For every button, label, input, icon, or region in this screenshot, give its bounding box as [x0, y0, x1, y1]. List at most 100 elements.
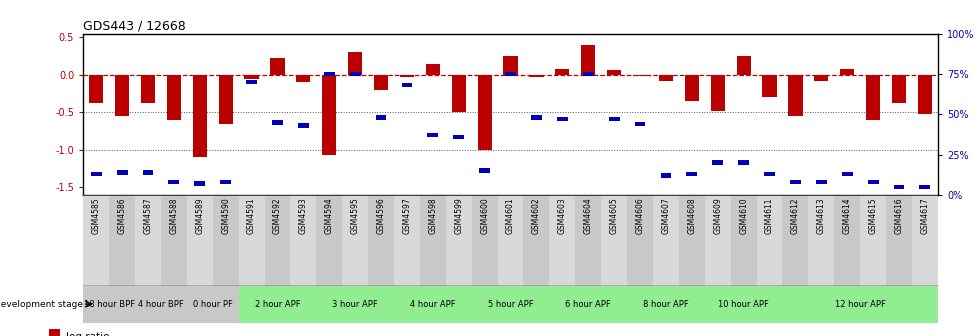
Text: development stage: development stage [0, 300, 82, 308]
Bar [549, 195, 575, 286]
Bar [606, 70, 621, 75]
Bar [582, 72, 593, 76]
Bar [781, 286, 937, 323]
Text: GSM4608: GSM4608 [687, 198, 695, 234]
Text: 12 hour APF: 12 hour APF [834, 300, 885, 308]
Bar [49, 329, 60, 336]
Bar [324, 72, 334, 76]
Bar [478, 168, 490, 173]
Bar [270, 58, 285, 75]
Bar [349, 72, 360, 76]
Bar [710, 75, 724, 111]
Bar [322, 75, 336, 155]
Text: GSM4604: GSM4604 [583, 198, 592, 234]
Text: 6 hour APF: 6 hour APF [564, 300, 610, 308]
Bar [220, 180, 231, 184]
Bar [632, 75, 646, 76]
Bar [549, 286, 627, 323]
Text: GSM4596: GSM4596 [377, 198, 385, 234]
Bar [704, 195, 730, 286]
Bar [316, 286, 393, 323]
Bar [114, 75, 129, 116]
Text: GSM4610: GSM4610 [738, 198, 747, 234]
Bar [556, 117, 567, 121]
Bar [401, 83, 412, 87]
Bar [89, 75, 104, 103]
Bar [503, 56, 517, 75]
Text: GSM4599: GSM4599 [454, 198, 463, 234]
Bar [712, 160, 723, 165]
Bar [471, 195, 497, 286]
Text: GSM4607: GSM4607 [661, 198, 670, 234]
Text: GDS443 / 12668: GDS443 / 12668 [83, 19, 186, 33]
Bar [860, 195, 885, 286]
Text: GSM4589: GSM4589 [195, 198, 204, 234]
Bar [160, 195, 187, 286]
Bar [911, 195, 937, 286]
Bar [627, 195, 652, 286]
Bar [497, 195, 523, 286]
Bar [109, 195, 135, 286]
Bar [116, 170, 127, 175]
Text: GSM4617: GSM4617 [919, 198, 928, 234]
Bar [316, 195, 342, 286]
Text: GSM4603: GSM4603 [557, 198, 566, 234]
Bar [297, 123, 308, 128]
Text: 4 hour BPF: 4 hour BPF [138, 300, 184, 308]
Text: log ratio: log ratio [67, 332, 110, 336]
Bar [264, 195, 290, 286]
Bar [763, 172, 775, 176]
Text: GSM4597: GSM4597 [402, 198, 411, 234]
Text: GSM4593: GSM4593 [298, 198, 307, 234]
Text: GSM4587: GSM4587 [144, 198, 153, 234]
Bar [244, 75, 258, 79]
Bar [347, 52, 362, 75]
Bar [505, 72, 515, 76]
Bar [789, 180, 800, 184]
Bar [814, 75, 827, 81]
Text: 10 hour APF: 10 hour APF [718, 300, 769, 308]
Bar [83, 195, 109, 286]
Bar [166, 75, 181, 120]
Bar [272, 120, 283, 125]
Bar [239, 195, 264, 286]
Bar [652, 195, 678, 286]
Text: GSM4601: GSM4601 [506, 198, 514, 234]
Text: GSM4605: GSM4605 [609, 198, 618, 234]
Bar [885, 195, 911, 286]
Text: 18 hour BPF: 18 hour BPF [83, 300, 135, 308]
Text: 2 hour APF: 2 hour APF [254, 300, 300, 308]
Bar [187, 195, 212, 286]
Bar [296, 75, 310, 82]
Bar [194, 181, 205, 186]
Bar [135, 286, 187, 323]
Text: GSM4611: GSM4611 [764, 198, 774, 234]
Text: 5 hour APF: 5 hour APF [487, 300, 533, 308]
Bar [245, 80, 257, 84]
Bar [918, 184, 929, 189]
Bar [425, 64, 439, 75]
Text: GSM4615: GSM4615 [867, 198, 876, 234]
Bar [393, 195, 420, 286]
Text: GSM4606: GSM4606 [635, 198, 644, 234]
Bar [451, 75, 466, 112]
Bar [893, 184, 904, 189]
Bar [575, 195, 600, 286]
Text: GSM4595: GSM4595 [350, 198, 359, 234]
Bar [529, 75, 543, 77]
Text: 4 hour APF: 4 hour APF [410, 300, 455, 308]
Bar [143, 170, 154, 175]
Text: GSM4586: GSM4586 [117, 198, 126, 234]
Text: GSM4598: GSM4598 [428, 198, 437, 234]
Bar [91, 172, 102, 176]
Bar [841, 172, 852, 176]
Bar [218, 75, 233, 124]
Bar [530, 115, 542, 120]
Bar [686, 172, 696, 176]
Bar [581, 45, 595, 75]
Bar [839, 69, 854, 75]
Text: 8 hour APF: 8 hour APF [643, 300, 689, 308]
Bar [634, 122, 645, 126]
Bar [808, 195, 833, 286]
Bar [376, 115, 386, 120]
